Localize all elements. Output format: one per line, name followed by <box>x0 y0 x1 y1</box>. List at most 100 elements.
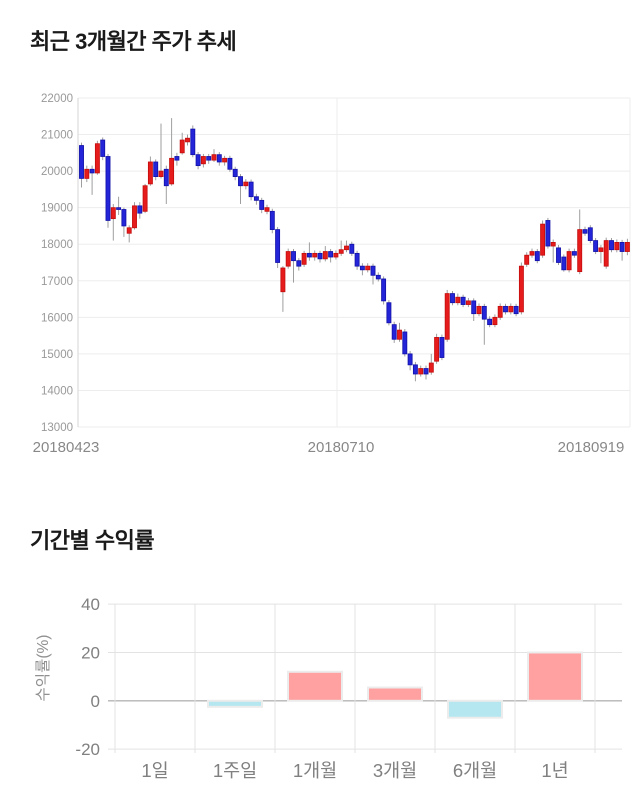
candle-up <box>147 161 153 185</box>
y-axis-tick-label: 13000 <box>41 422 73 434</box>
candle-down <box>381 278 387 302</box>
candle-up <box>529 251 535 256</box>
candle-down <box>471 300 477 315</box>
return-bar-negative <box>447 699 503 719</box>
candle-down <box>116 207 122 210</box>
candle-up <box>492 316 498 326</box>
y-axis-tick-label: 22000 <box>41 93 73 105</box>
candle-down <box>487 318 493 326</box>
candle-up <box>524 254 530 265</box>
candle-down <box>359 265 365 271</box>
candle-up <box>211 154 217 161</box>
candle-down <box>556 247 561 263</box>
category-label: 1주일 <box>213 760 257 781</box>
candle-down <box>460 296 466 305</box>
candle-up <box>142 185 148 212</box>
price-chart-title: 최근 3개월간 주가 추세 <box>30 29 237 54</box>
candle-up <box>264 207 270 212</box>
y-axis-title: 수익률(%) <box>34 635 52 702</box>
candle-down <box>296 260 302 267</box>
candle-up <box>365 265 371 271</box>
candlestick-plot: 22000 21000 20000 19000 18000 17000 16000 15000… <box>33 93 631 456</box>
candle-up <box>126 227 132 234</box>
candle-up <box>185 137 190 143</box>
candle-down <box>121 209 127 227</box>
candle-down <box>153 161 159 177</box>
candle-up <box>344 245 349 251</box>
category-label: 1년 <box>541 760 568 781</box>
candle-down <box>534 251 540 262</box>
y-axis-tick-label: 16000 <box>41 312 73 324</box>
candle-down <box>195 154 201 167</box>
candle-down <box>317 252 323 260</box>
candle-down <box>206 156 212 161</box>
candle-up <box>540 223 546 256</box>
candle-up <box>624 241 630 252</box>
candle-down <box>412 364 418 375</box>
y-axis-tick-label: -20 <box>75 740 100 759</box>
category-label: 6개월 <box>453 760 497 781</box>
candle-down <box>248 181 254 198</box>
candle-down <box>386 302 392 324</box>
candle-down <box>545 220 551 247</box>
candle-down <box>227 157 233 170</box>
returns-chart-title: 기간별 수익률 <box>30 528 155 553</box>
candle-up <box>465 300 471 305</box>
candle-down <box>232 168 238 177</box>
candle-up <box>518 265 524 313</box>
candle-up <box>603 240 609 267</box>
y-axis-tick-label: 18000 <box>41 239 73 251</box>
candle-down <box>105 156 111 221</box>
price-candlestick-chart: 22000 21000 20000 19000 18000 17000 16000 15000… <box>0 85 640 465</box>
candle-up <box>598 247 604 252</box>
y-axis-tick-label: 20 <box>81 643 100 662</box>
candle-down <box>216 154 222 163</box>
category-label: 1개월 <box>293 760 337 781</box>
candle-down <box>375 274 381 280</box>
candle-down <box>238 176 243 187</box>
candle-up <box>455 296 461 304</box>
candle-up <box>94 143 100 174</box>
candle-up <box>243 181 249 187</box>
candle-up <box>550 241 556 247</box>
candle-up <box>566 251 572 271</box>
y-axis-tick-label: 14000 <box>41 385 73 397</box>
candle-down <box>89 168 95 174</box>
candle-down <box>190 128 196 156</box>
x-axis-date-label: 20180423 <box>33 439 100 456</box>
candle-down <box>481 305 487 320</box>
category-label: 3개월 <box>373 760 417 781</box>
candle-up <box>497 305 503 318</box>
candle-down <box>587 227 593 241</box>
candle-down <box>619 241 625 252</box>
candle-down <box>593 240 599 252</box>
candle-up <box>322 251 328 260</box>
candle-up <box>428 362 434 373</box>
candle-down <box>370 265 376 276</box>
candle-down <box>582 229 588 234</box>
candle-up <box>222 157 228 163</box>
candle-up <box>418 368 424 375</box>
candle-up <box>476 305 482 315</box>
return-bar-positive <box>287 670 343 702</box>
candle-down <box>163 168 169 187</box>
candle-up <box>338 249 344 254</box>
candle-up <box>158 170 164 177</box>
candle-down <box>391 324 397 340</box>
category-label: 1일 <box>141 760 168 781</box>
y-axis-tick-label: 17000 <box>41 276 73 288</box>
candle-down <box>407 353 413 366</box>
candle-up <box>577 229 583 273</box>
candle-up <box>110 207 116 220</box>
candle-down <box>349 243 355 254</box>
candle-down <box>571 251 577 256</box>
candle-up <box>169 157 175 185</box>
candle-down <box>259 199 265 210</box>
candle-up <box>333 252 339 258</box>
candle-down <box>275 229 281 263</box>
candle-up <box>444 293 450 340</box>
candle-down <box>609 240 614 251</box>
return-bar-positive <box>367 686 423 702</box>
candle-down <box>354 252 360 267</box>
